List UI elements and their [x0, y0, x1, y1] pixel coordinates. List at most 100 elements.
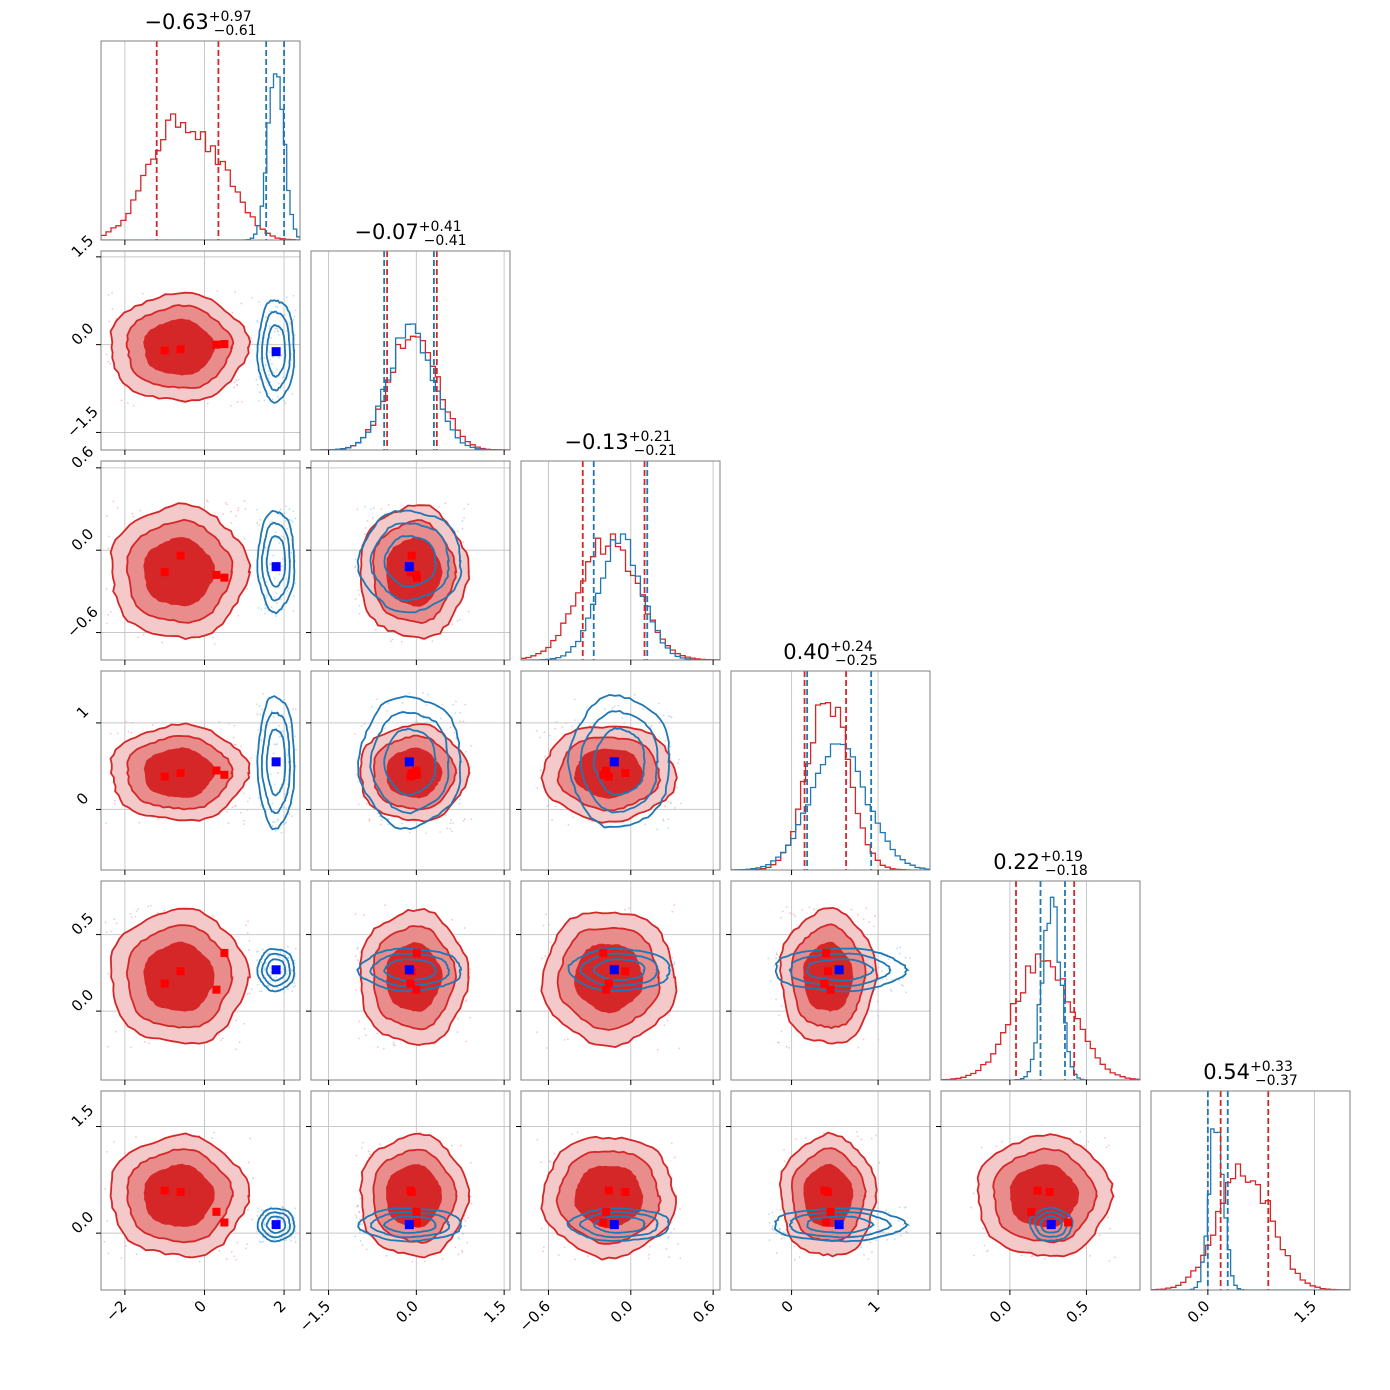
red-sample-dot — [132, 404, 135, 407]
blue-sample-dot — [275, 601, 278, 604]
panel-content — [311, 881, 510, 1080]
red-sample-dot — [867, 1236, 870, 1238]
red-sample-dot — [232, 736, 235, 739]
blue-sample-dot — [782, 1231, 785, 1233]
red-sample-dot — [239, 811, 242, 814]
title-plus: +0.97 — [209, 9, 252, 25]
blue-sample-dot — [256, 983, 259, 986]
blue-sample-dot — [885, 1209, 888, 1211]
blue-sample-dot — [670, 1231, 673, 1234]
blue-sample-dot — [258, 524, 261, 526]
red-marker — [602, 1207, 611, 1216]
red-sample-dot — [862, 918, 865, 921]
blue-sample-dot — [617, 704, 620, 707]
blue-sample-dot — [454, 712, 457, 715]
red-sample-dot — [132, 515, 135, 518]
red-sample-dot — [109, 362, 112, 365]
blue-sample-dot — [278, 956, 281, 959]
blue-sample-dot — [585, 705, 588, 708]
blue-sample-dot — [358, 612, 361, 615]
red-sample-dot — [368, 818, 371, 820]
blue-sample-dot — [881, 978, 884, 981]
blue-sample-dot — [260, 1241, 263, 1244]
red-sample-dot — [116, 506, 119, 509]
red-sample-dot — [124, 1152, 126, 1154]
blue-sample-dot — [285, 296, 288, 299]
blue-contour-1 — [370, 1211, 451, 1239]
red-marker — [220, 340, 229, 349]
red-marker — [1033, 1186, 1042, 1195]
blue-sample-dot — [667, 1237, 669, 1239]
red-sample-dot — [648, 1245, 651, 1248]
red-sample-dot — [354, 598, 357, 601]
blue-sample-dot — [662, 714, 665, 717]
x-tick-label: 0 — [778, 1297, 797, 1316]
blue-sample-dot — [366, 520, 369, 522]
red-sample-dot — [793, 1258, 796, 1261]
red-sample-dot — [106, 622, 108, 625]
blue-sample-dot — [355, 1216, 358, 1219]
red-sample-dot — [647, 1257, 650, 1260]
blue-sample-dot — [263, 357, 266, 359]
red-sample-dot — [658, 721, 661, 724]
red-sample-dot — [356, 508, 359, 511]
red-sample-dot — [354, 1214, 357, 1217]
blue-sample-dot — [779, 1208, 782, 1211]
blue-sample-dot — [292, 594, 295, 597]
blue-contour-2 — [592, 727, 646, 796]
blue-sample-dot — [284, 402, 287, 405]
panel-4-2 — [516, 880, 721, 1085]
red-sample-dot — [538, 736, 541, 739]
red-sample-dot — [358, 1037, 360, 1040]
red-sample-dot — [230, 1250, 233, 1253]
red-sample-dot — [433, 1043, 436, 1046]
panel-content — [941, 1091, 1140, 1290]
blue-contour-0 — [356, 947, 462, 993]
red-sample-dot — [107, 547, 110, 550]
red-marker — [599, 948, 608, 957]
blue-sample-dot — [359, 1239, 362, 1242]
blue-sample-dot — [277, 772, 279, 774]
red-sample-dot — [130, 731, 133, 734]
red-sample-dot — [470, 744, 472, 747]
red-sample-dot — [780, 1005, 783, 1007]
red-sample-dot — [456, 530, 459, 533]
panel-frame — [940, 1090, 1141, 1291]
red-sample-dot — [354, 989, 357, 991]
red-sample-dot — [419, 1131, 422, 1134]
red-marker — [1064, 1218, 1073, 1227]
blue-sample-dot — [287, 1226, 290, 1229]
blue-sample-dot — [270, 709, 273, 712]
blue-sample-dot — [273, 372, 275, 374]
blue-sample-dot — [293, 959, 296, 962]
red-sample-dot — [540, 957, 543, 960]
red-sample-dot — [234, 1048, 237, 1051]
blue-sample-dot — [901, 984, 903, 986]
red-sample-dot — [213, 1131, 215, 1134]
blue-sample-dot — [264, 612, 266, 615]
red-marker — [822, 1218, 831, 1227]
red-sample-dot — [459, 720, 462, 723]
blue-sample-dot — [267, 985, 269, 988]
blue-sample-dot — [907, 1232, 910, 1235]
red-sample-dot — [354, 913, 357, 916]
blue-sample-dot — [255, 379, 258, 381]
blue-histogram-5 — [1151, 1128, 1350, 1290]
red-sample-dot — [668, 1014, 671, 1016]
blue-sample-dot — [282, 1210, 285, 1213]
blue-sample-dot — [294, 708, 297, 711]
blue-sample-dot — [455, 700, 457, 703]
red-sample-dot — [116, 732, 119, 735]
blue-sample-dot — [295, 748, 297, 751]
red-sample-dot — [470, 1202, 473, 1205]
red-marker — [407, 551, 416, 560]
blue-sample-dot — [283, 512, 286, 515]
blue-sample-dot — [292, 708, 295, 710]
blue-sample-dot — [279, 1237, 281, 1240]
red-sample-dot — [868, 921, 871, 924]
red-sample-dot — [237, 507, 240, 509]
red-sample-dot — [105, 353, 108, 356]
blue-sample-dot — [259, 738, 262, 741]
red-sample-dot — [670, 1142, 673, 1145]
blue-sample-dot — [265, 596, 268, 599]
